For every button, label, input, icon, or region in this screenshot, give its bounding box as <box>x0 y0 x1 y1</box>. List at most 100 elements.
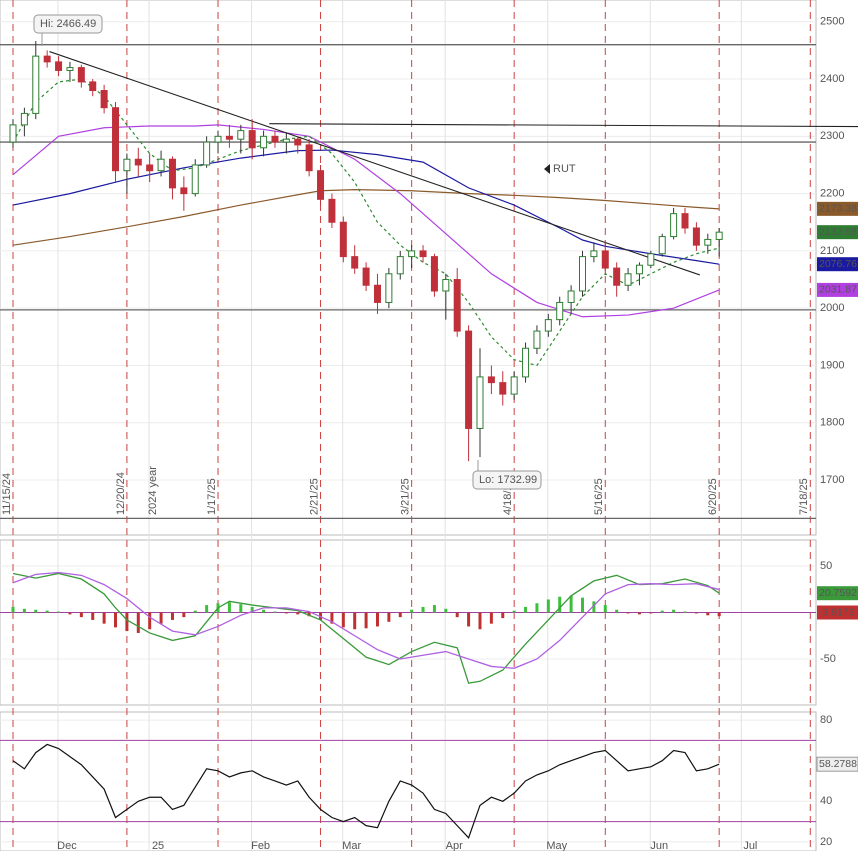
value-label-bg <box>817 201 858 216</box>
histogram-bar <box>68 612 72 615</box>
candle-body <box>112 107 120 172</box>
histogram-bar <box>227 602 231 613</box>
candle-body <box>385 273 393 303</box>
histogram-bar <box>193 610 197 613</box>
histogram-bar <box>398 612 402 618</box>
candle-body <box>442 279 450 292</box>
candle-body <box>419 250 427 258</box>
candle-body <box>225 135 233 140</box>
date-label: 5/16/25 <box>593 478 605 515</box>
x-tick-label: Feb <box>251 840 270 851</box>
candle-body <box>168 158 176 189</box>
candle-body <box>191 164 199 195</box>
histogram-bar <box>239 604 243 613</box>
x-tick-label: Dec <box>57 840 77 851</box>
y-tick-label: 80 <box>820 714 832 726</box>
low-annotation: Lo: 1732.99 <box>479 474 537 486</box>
candle-body <box>294 138 302 146</box>
candle-body <box>544 319 552 332</box>
candle-body <box>317 170 325 200</box>
y-tick-label: -50 <box>820 653 836 665</box>
trend-line <box>49 51 700 276</box>
value-label-bg <box>817 586 858 601</box>
candle-body <box>715 231 723 240</box>
candle-body <box>351 256 359 269</box>
y-tick-label: 1900 <box>820 359 844 371</box>
histogram-bar <box>672 609 676 613</box>
y-tick-label: 50 <box>820 560 832 572</box>
value-label-bg <box>817 257 858 272</box>
candle-body <box>339 221 347 258</box>
candle-body <box>408 250 416 258</box>
candle-body <box>373 284 381 303</box>
histogram-bar <box>91 612 95 620</box>
histogram-bar <box>546 599 550 613</box>
histogram-bar <box>535 603 539 613</box>
candle-body <box>260 135 268 149</box>
candle-body <box>157 158 165 172</box>
y-tick-label: 2500 <box>820 16 844 28</box>
candle-body <box>704 238 712 246</box>
date-label: 1/17/25 <box>206 478 218 515</box>
x-tick-label: May <box>546 840 567 851</box>
y-tick-label: 40 <box>820 795 832 807</box>
histogram-bar <box>626 612 630 614</box>
histogram-bar <box>512 610 516 613</box>
histogram-bar <box>34 609 38 613</box>
histogram-bar <box>387 612 391 622</box>
moving-average <box>12 78 720 367</box>
candle-body <box>681 213 689 229</box>
histogram-bar <box>262 609 266 613</box>
histogram-bar <box>683 611 687 613</box>
price-panel <box>0 0 817 536</box>
high-annotation: Hi: 2466.49 <box>40 18 96 30</box>
y-tick-label: 2100 <box>820 245 844 257</box>
candle-body <box>624 273 632 286</box>
date-label: 6/20/25 <box>707 478 719 515</box>
y-tick-label: 2000 <box>820 302 844 314</box>
histogram-bar <box>694 612 698 614</box>
candle-body <box>635 264 643 275</box>
histogram-bar <box>11 606 15 613</box>
y-tick-label: 1700 <box>820 474 844 486</box>
chart-title: RUT <box>553 163 576 175</box>
candle-body <box>77 67 85 83</box>
histogram-bar <box>660 610 664 613</box>
candle-body <box>305 144 313 172</box>
candle-body <box>9 124 17 143</box>
histogram-bar <box>637 612 641 615</box>
histogram-bar <box>375 612 379 627</box>
candle-body <box>476 376 484 429</box>
histogram-bar <box>421 606 425 613</box>
histogram-bar <box>250 606 254 613</box>
histogram-bar <box>478 612 482 630</box>
trend-line <box>269 123 858 128</box>
x-tick-label: Jun <box>650 840 668 851</box>
symbol-marker <box>544 164 550 174</box>
histogram-bar <box>330 612 334 624</box>
candle-body <box>203 141 211 166</box>
histogram-bar <box>364 612 368 629</box>
candle-body <box>567 290 575 303</box>
candle-body <box>533 330 541 349</box>
candle-body <box>453 279 461 332</box>
candle-body <box>670 213 678 238</box>
candle-body <box>32 55 40 114</box>
histogram-bar <box>45 610 49 613</box>
candle-body <box>499 382 507 395</box>
value-label: 2031.87 <box>819 284 857 296</box>
histogram-bar <box>467 612 471 627</box>
histogram-bar <box>558 596 562 613</box>
histogram-bar <box>581 597 584 613</box>
histogram-bar <box>455 612 459 618</box>
candle-body <box>692 227 700 246</box>
candle-body <box>237 130 245 140</box>
histogram-bar <box>592 601 596 613</box>
histogram-bar <box>615 609 619 613</box>
histogram-bar <box>79 612 83 618</box>
value-label-bg <box>816 756 858 772</box>
candle-body <box>396 256 404 275</box>
candle-body <box>430 256 438 292</box>
candle-body <box>282 138 290 143</box>
